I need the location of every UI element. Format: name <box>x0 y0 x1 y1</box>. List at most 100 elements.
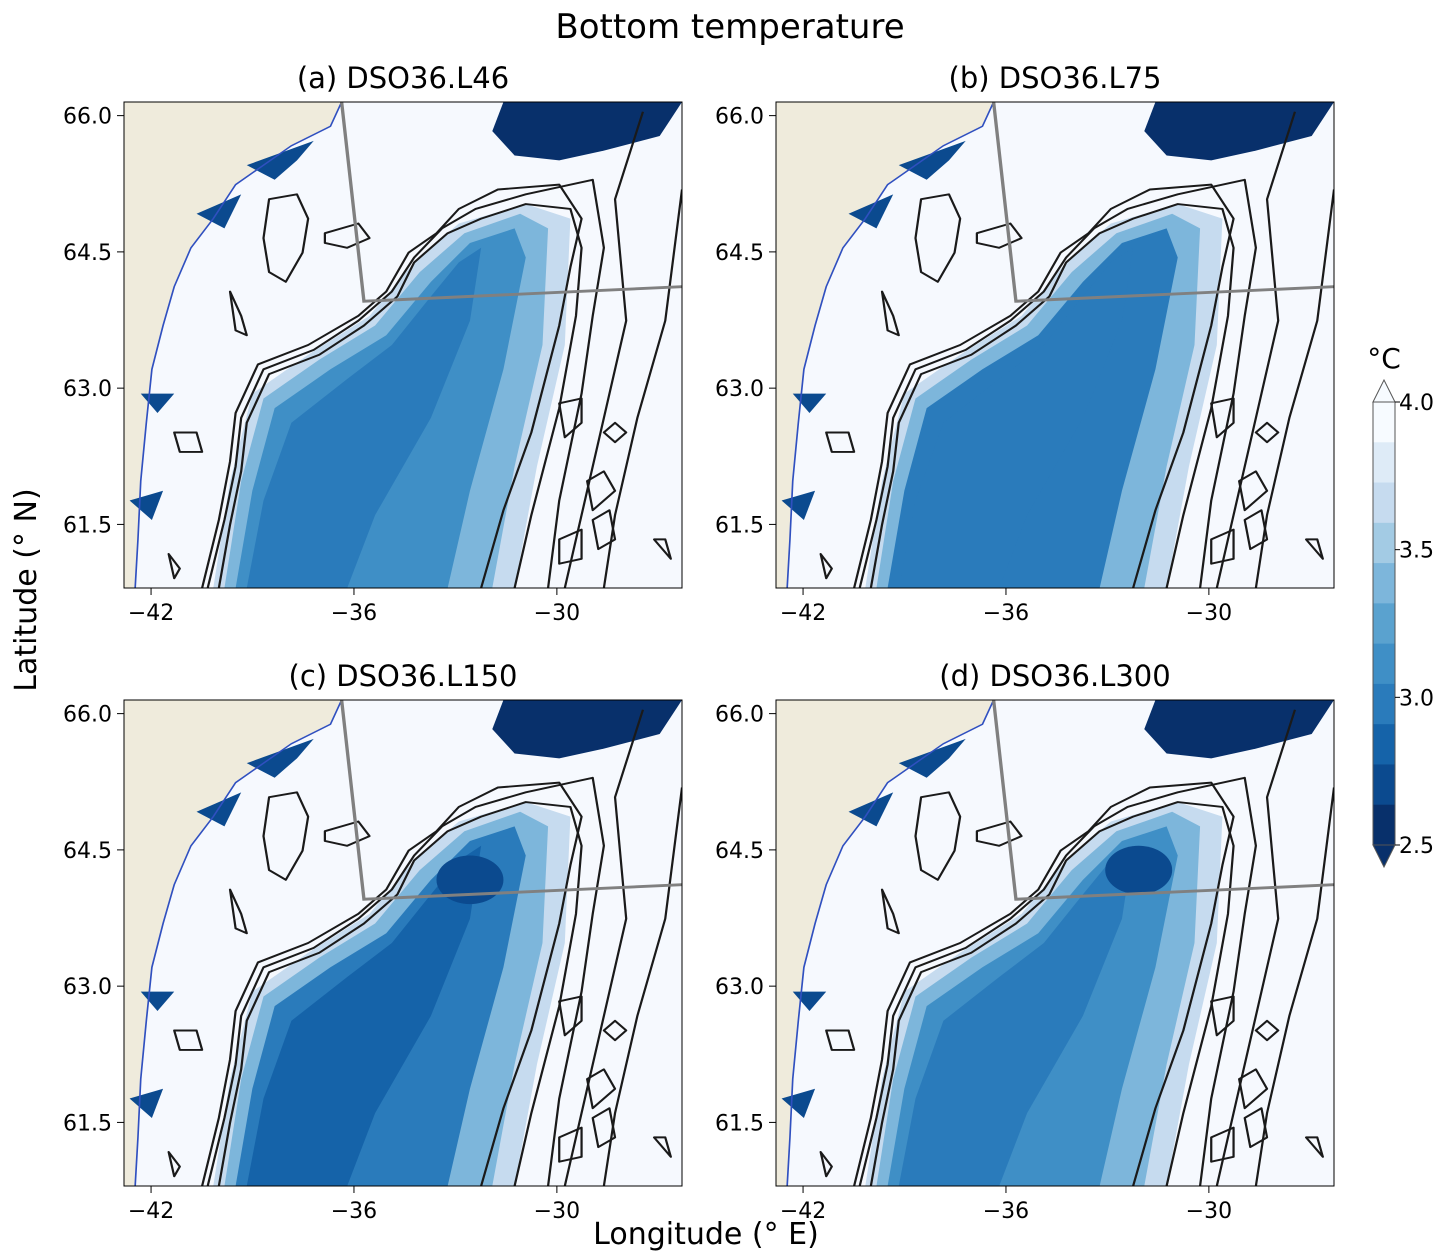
colorbar-tick-label: 3.5 <box>1399 539 1434 564</box>
greenland-land <box>124 102 342 588</box>
colorbar-tick-label: 2.5 <box>1399 834 1434 859</box>
coastline <box>786 700 995 1186</box>
temperature-field-core <box>246 247 482 588</box>
greenland-land <box>776 102 994 588</box>
colorbar-band <box>1373 724 1395 765</box>
bathymetry-contour <box>602 787 682 1186</box>
bathymetry-contour <box>858 776 1257 1186</box>
bathymetry-contour <box>206 178 605 588</box>
y-tick-label: 61.5 <box>715 513 764 538</box>
bathymetry-contour <box>819 1151 833 1178</box>
bathymetry-contour <box>1238 1068 1269 1110</box>
bathymetry-contour <box>1210 995 1235 1037</box>
colorbar-extend-max <box>1372 378 1396 403</box>
bathymetry-contour <box>558 1126 583 1163</box>
y-tick-label: 66.0 <box>63 703 112 728</box>
y-tick-label: 63.0 <box>63 377 112 402</box>
colorbar-band <box>1373 804 1395 846</box>
cold-core <box>1105 845 1173 895</box>
y-tick-label: 61.5 <box>63 1111 112 1136</box>
coastline <box>134 102 343 588</box>
fjord-cold-water <box>898 738 966 778</box>
bathymetry-contour <box>262 791 310 881</box>
x-tick-label: −36 <box>983 601 1029 626</box>
bathymetry-contour <box>869 801 1235 1186</box>
cold-water-northeast <box>1144 102 1334 161</box>
y-tick-label: 61.5 <box>63 513 112 538</box>
x-tick-label: −36 <box>983 1199 1029 1224</box>
bathymetry-contour <box>1215 111 1297 588</box>
panel-frame <box>775 699 1335 1187</box>
bathymetry-contour <box>167 1151 181 1178</box>
bathymetry-contour <box>228 290 248 337</box>
panel-frame <box>775 101 1335 589</box>
bathymetry-contour <box>167 553 181 580</box>
panel-title: (a) DSO36.L46 <box>297 61 509 95</box>
x-tick-label: −42 <box>780 601 826 626</box>
colorbar-frame <box>1372 401 1396 846</box>
cold-water-northeast <box>492 700 682 759</box>
coastline <box>134 700 343 1186</box>
section-line <box>991 700 1334 901</box>
map-panel: (d) DSO36.L300 −42 −36 −30 61.5 63.0 64.5 66.0 <box>715 659 1335 1224</box>
greenland-land <box>776 700 994 1186</box>
bathymetry-contour <box>563 111 645 588</box>
bathymetry-contour <box>1243 1107 1269 1149</box>
y-tick-label: 64.5 <box>63 839 112 864</box>
fjord-cold-water <box>129 1088 164 1118</box>
figure-title: Bottom temperature <box>555 7 904 47</box>
bathymetry-contour <box>825 1029 856 1051</box>
bathymetry-contour <box>262 193 310 283</box>
bathymetry-contour <box>558 995 583 1037</box>
bathymetry-contour <box>1304 538 1324 560</box>
bathymetry-contour <box>1210 397 1235 439</box>
cold-water-northeast <box>492 102 682 161</box>
fjord-cold-water <box>781 1088 816 1118</box>
bathymetry-contour <box>652 1136 672 1158</box>
bathymetry-contour <box>563 709 645 1186</box>
bathymetry-contour <box>825 431 856 453</box>
bathymetry-contour <box>858 178 1257 588</box>
bathymetry-contour <box>1243 509 1269 551</box>
bathymetry-contour <box>1238 470 1269 512</box>
panel-title: (d) DSO36.L300 <box>939 659 1170 693</box>
bathymetry-contour <box>217 801 583 1186</box>
panel-frame <box>123 101 683 589</box>
y-tick-label: 63.0 <box>715 377 764 402</box>
map-panel: (a) DSO36.L46 −42 −36 −30 61.5 63.0 64.5 66.0 <box>63 61 683 626</box>
temperature-field-core <box>898 845 1134 1186</box>
y-tick-label: 63.0 <box>63 975 112 1000</box>
y-tick-label: 64.5 <box>715 241 764 266</box>
bathymetry-contour <box>586 1068 617 1110</box>
bathymetry-contour <box>173 431 204 453</box>
greenland-land <box>124 700 342 1186</box>
bathymetry-contour <box>602 421 628 444</box>
y-tick-label: 61.5 <box>715 1111 764 1136</box>
section-line <box>991 102 1334 303</box>
bathymetry-contour <box>1215 709 1297 1186</box>
bathymetry-contour <box>591 509 617 551</box>
bathymetry-contour <box>1304 1136 1324 1158</box>
bathymetry-contour <box>558 528 583 565</box>
colorbar-band <box>1373 522 1395 564</box>
fjord-cold-water <box>246 140 314 180</box>
bathymetry-contour <box>558 397 583 439</box>
colorbar-band <box>1373 402 1395 443</box>
section-line <box>339 102 682 303</box>
bathymetry-contour <box>1254 189 1334 588</box>
bathymetry-contour <box>1210 528 1235 565</box>
y-tick-label: 64.5 <box>63 241 112 266</box>
panel-frame <box>123 699 683 1187</box>
y-tick-label: 66.0 <box>63 105 112 130</box>
bathymetry-contour <box>586 470 617 512</box>
y-tick-label: 66.0 <box>715 703 764 728</box>
map-panel: (b) DSO36.L75 −42 −36 −30 61.5 63.0 64.5 66.0 <box>715 61 1335 626</box>
panel-title: (c) DSO36.L150 <box>289 659 518 693</box>
bathymetry-contour <box>217 203 583 588</box>
colorbar-unit: °C <box>1367 342 1401 375</box>
bathymetry-contour <box>1254 421 1280 444</box>
bathymetry-contour <box>206 776 605 1186</box>
fjord-cold-water <box>898 140 966 180</box>
colorbar-band <box>1373 442 1395 484</box>
colorbar: 2.5 3.0 3.5 4.0 °C <box>1367 342 1434 869</box>
